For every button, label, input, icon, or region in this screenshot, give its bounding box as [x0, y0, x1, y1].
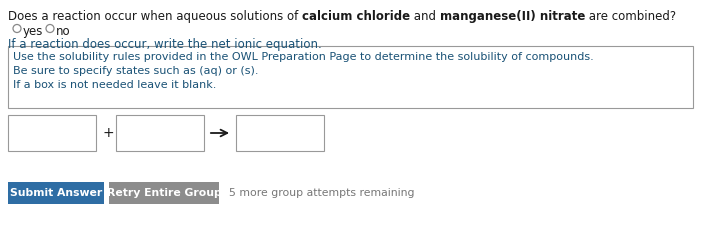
Text: Retry Entire Group: Retry Entire Group [107, 188, 222, 198]
FancyBboxPatch shape [8, 182, 104, 204]
Text: yes: yes [23, 25, 43, 38]
Text: If a box is not needed leave it blank.: If a box is not needed leave it blank. [13, 80, 217, 90]
FancyBboxPatch shape [116, 115, 204, 151]
Text: calcium chloride: calcium chloride [302, 10, 410, 23]
Text: Be sure to specify states such as (aq) or (s).: Be sure to specify states such as (aq) o… [13, 66, 259, 76]
Text: 5 more group attempts remaining: 5 more group attempts remaining [229, 188, 414, 198]
Text: Use the solubility rules provided in the OWL Preparation Page to determine the s: Use the solubility rules provided in the… [13, 52, 594, 62]
Text: manganese(II) nitrate: manganese(II) nitrate [440, 10, 585, 23]
FancyBboxPatch shape [109, 182, 219, 204]
Text: If a reaction does occur, write the net ionic equation.: If a reaction does occur, write the net … [8, 38, 322, 51]
FancyBboxPatch shape [8, 46, 693, 108]
Text: Does a reaction occur when aqueous solutions of: Does a reaction occur when aqueous solut… [8, 10, 302, 23]
Text: are combined?: are combined? [585, 10, 676, 23]
Text: Submit Answer: Submit Answer [10, 188, 102, 198]
Text: and: and [410, 10, 440, 23]
Text: +: + [102, 126, 114, 140]
FancyBboxPatch shape [236, 115, 324, 151]
Text: no: no [56, 25, 71, 38]
FancyBboxPatch shape [8, 115, 96, 151]
